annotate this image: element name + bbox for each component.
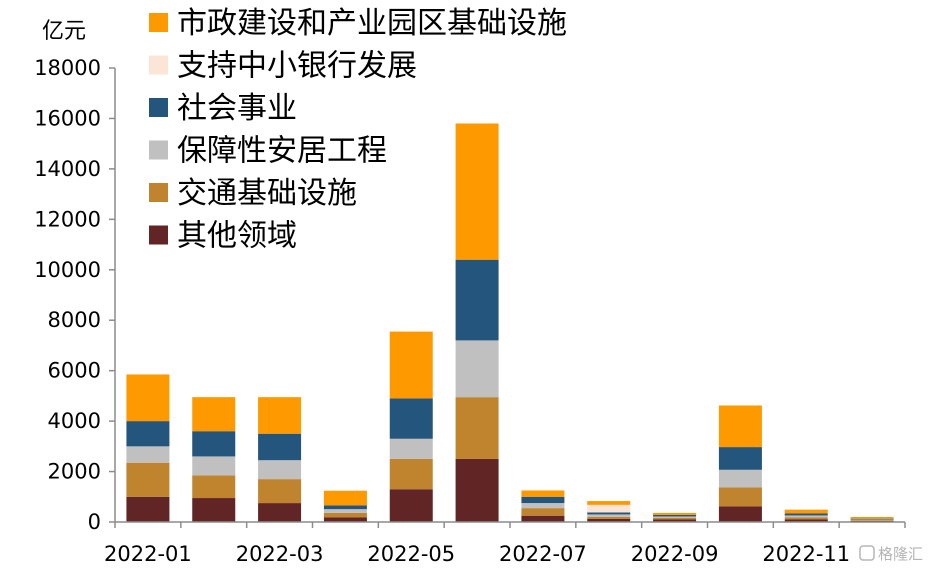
bar-segment-2022-09-s1 (653, 517, 697, 520)
bar-segment-2022-05-s2 (389, 438, 433, 459)
bar-segment-2022-07-s0 (521, 515, 565, 522)
y-tick-label: 18000 (34, 56, 101, 80)
bar-segment-2022-02-s0 (192, 498, 236, 522)
y-tick-label: 4000 (48, 409, 101, 433)
bar-segment-2022-02-s3 (192, 431, 236, 457)
bar-segment-2022-08-s2 (587, 514, 631, 517)
bar-segment-2022-04-s3 (323, 505, 367, 510)
y-tick-label: 8000 (48, 308, 101, 332)
legend-label: 交通基础设施 (177, 176, 357, 211)
bar-segment-2022-07-s2 (521, 503, 565, 509)
y-tick-label: 0 (88, 510, 101, 534)
bar-segment-2022-01-s5 (126, 374, 170, 422)
bar-segment-2022-12-s3 (850, 518, 894, 520)
bar-segment-2022-04-s0 (323, 517, 367, 522)
watermark-text: 格隆汇 (878, 545, 923, 563)
bar-segment-2022-10-s0 (718, 506, 762, 522)
y-tick-label: 6000 (48, 359, 101, 383)
legend: 市政建设和产业园区基础设施支持中小银行发展社会事业保障性安居工程交通基础设施其他… (149, 6, 567, 254)
legend-swatch (149, 140, 168, 160)
bar-segment-2022-06-s5 (455, 123, 499, 260)
watermark-logo-icon (859, 545, 875, 561)
bar-segment-2022-12-s2 (850, 519, 894, 521)
bar-segment-2022-05-s5 (389, 331, 433, 399)
bar-segment-2022-08-s0 (587, 518, 631, 522)
bar-segment-2022-07-s3 (521, 496, 565, 504)
legend-label: 社会事业 (177, 91, 297, 126)
bar-segment-2022-03-s1 (258, 479, 302, 504)
bar-segment-2022-09-s3 (653, 514, 697, 517)
bar-segment-2022-09-s2 (653, 516, 697, 518)
y-tick-label: 16000 (34, 106, 101, 130)
bar-segment-2022-01-s3 (126, 421, 170, 447)
bar-segment-2022-11-s1 (784, 517, 828, 520)
bar-segment-2022-06-s0 (455, 458, 499, 522)
x-tick-label: 2022-03 (236, 542, 324, 566)
y-tick-label: 10000 (34, 258, 101, 282)
x-tick-label: 2022-09 (631, 542, 719, 566)
legend-swatch (149, 225, 168, 245)
bar-segment-2022-07-s1 (521, 508, 565, 516)
bar-segment-2022-05-s3 (389, 398, 433, 439)
legend-swatch (149, 55, 168, 75)
x-tick-label: 2022-07 (499, 542, 587, 566)
bar-segment-2022-03-s2 (258, 460, 302, 480)
bar-segment-2022-05-s1 (389, 458, 433, 490)
legend-swatch (149, 98, 168, 117)
bar-segment-2022-12-s1 (850, 520, 894, 521)
legend-label: 其他领域 (177, 219, 297, 254)
legend-swatch (149, 13, 168, 32)
bars (126, 123, 894, 522)
bar-segment-2022-01-s1 (126, 462, 170, 497)
y-tick-label: 14000 (34, 157, 101, 181)
y-tick-label: 2000 (48, 460, 101, 484)
bar-segment-2022-09-s0 (653, 519, 697, 522)
bar-segment-2022-12-s5 (850, 516, 894, 519)
y-axis: 0 2000 4000 6000 8000 10000 12000 14000 16000 180… (34, 56, 115, 534)
bar-segment-2022-10-s2 (718, 469, 762, 488)
bar-segment-2022-08-s3 (587, 512, 631, 515)
bar-segment-2022-01-s2 (126, 446, 170, 463)
bar-segment-2022-11-s5 (784, 509, 828, 514)
bar-segment-2022-10-s5 (718, 405, 762, 448)
legend-label: 支持中小银行发展 (177, 49, 417, 84)
legend-label: 市政建设和产业园区基础设施 (177, 6, 567, 41)
x-tick-label: 2022-05 (367, 542, 455, 566)
x-tick-label: 2022-01 (104, 542, 192, 566)
y-axis-unit: 亿元 (42, 19, 86, 44)
bar-segment-2022-07-s5 (521, 490, 565, 497)
legend-swatch (149, 183, 168, 202)
y-tick-label: 12000 (34, 207, 101, 231)
bar-segment-2022-10-s1 (718, 487, 762, 507)
bar-segment-2022-09-s5 (653, 512, 697, 515)
bar-segment-2022-02-s5 (192, 397, 236, 432)
legend-label: 保障性安居工程 (177, 134, 387, 169)
bar-segment-2022-11-s2 (784, 515, 828, 518)
bar-segment-2022-06-s3 (455, 259, 499, 341)
bar-segment-2022-01-s0 (126, 496, 170, 522)
bar-segment-2022-03-s5 (258, 397, 302, 434)
bar-segment-2022-08-s1 (587, 516, 631, 519)
bar-segment-2022-04-s5 (323, 490, 367, 506)
bar-segment-2022-10-s3 (718, 447, 762, 470)
bar-segment-2022-02-s2 (192, 456, 236, 476)
watermark: 格隆汇 (859, 545, 923, 563)
x-axis: 2022-01 2022-03 2022-05 2022-07 2022-09 2022-… (104, 522, 906, 566)
x-tick-label: 2022-11 (762, 542, 850, 566)
bar-segment-2022-06-s2 (455, 340, 499, 398)
bar-segment-2022-04-s1 (323, 512, 367, 518)
bar-segment-2022-11-s3 (784, 513, 828, 516)
bar-segment-2022-03-s0 (258, 503, 302, 522)
bar-segment-2022-03-s3 (258, 433, 302, 461)
bar-segment-2022-06-s1 (455, 397, 499, 459)
bar-segment-2022-11-s0 (784, 519, 828, 522)
bar-segment-2022-08-s5 (587, 501, 631, 505)
bar-segment-2022-02-s1 (192, 475, 236, 499)
bar-segment-2022-08-s4 (587, 504, 631, 513)
bar-segment-2022-05-s0 (389, 489, 433, 522)
bar-segment-2022-04-s2 (323, 509, 367, 513)
